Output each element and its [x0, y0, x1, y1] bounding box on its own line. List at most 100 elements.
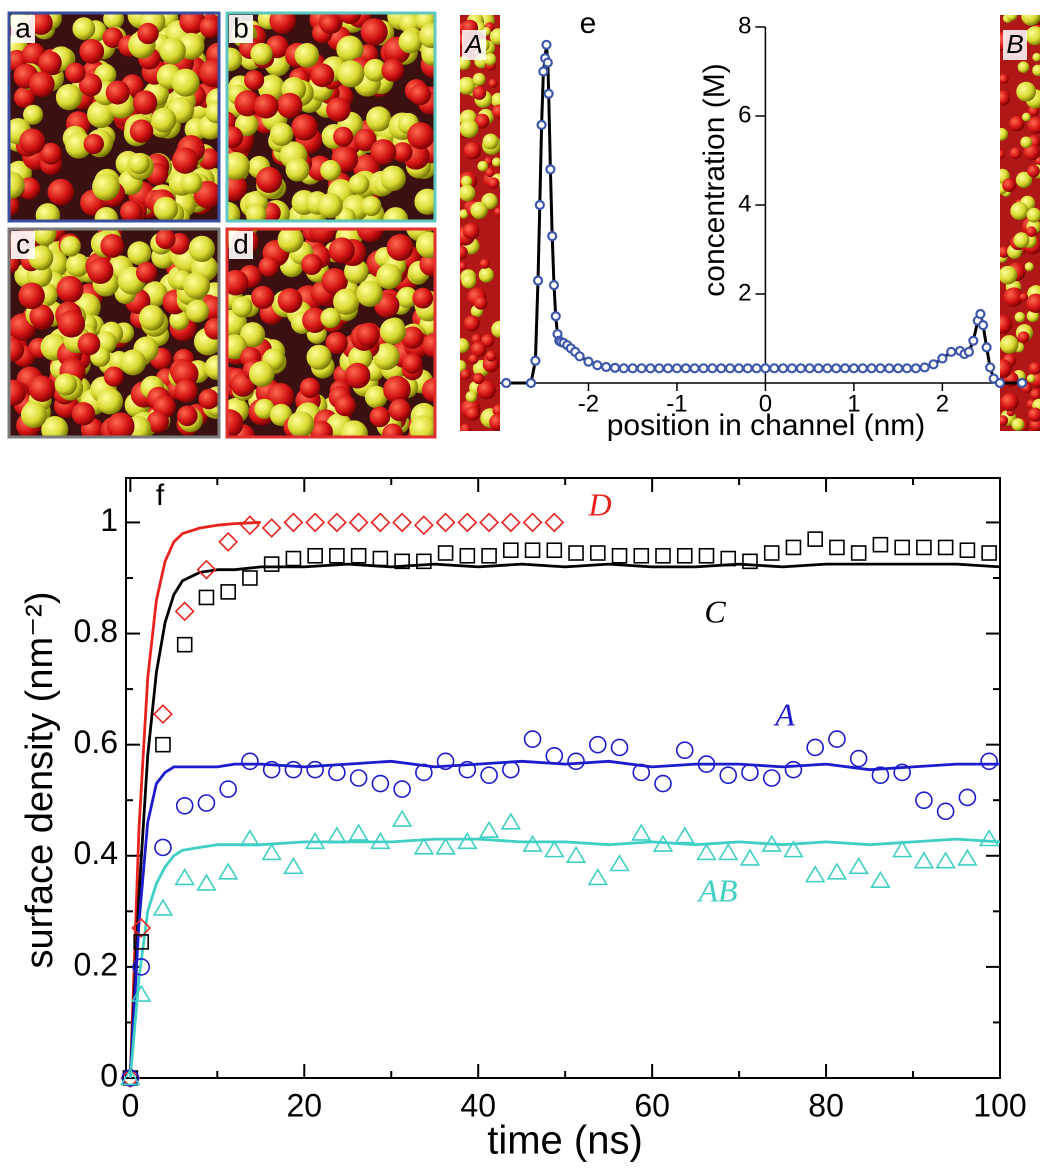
marker	[957, 848, 978, 866]
marker	[601, 361, 612, 373]
marker	[741, 763, 759, 782]
molecule	[369, 406, 391, 428]
molecule	[465, 390, 478, 403]
molecule	[388, 398, 411, 422]
molecule	[485, 350, 497, 362]
marker	[242, 570, 258, 586]
molecule	[320, 307, 341, 329]
marker	[392, 512, 413, 533]
molecule	[491, 92, 500, 108]
molecule	[228, 173, 248, 201]
molecule	[491, 157, 500, 167]
marker	[959, 542, 976, 559]
marker	[326, 826, 348, 844]
x-tick-label: 2	[936, 390, 949, 417]
marker	[937, 353, 948, 364]
molecule	[39, 142, 62, 165]
x-tick-label: 80	[808, 1087, 844, 1123]
molecule	[409, 83, 432, 106]
molecule	[153, 196, 179, 220]
molecule	[460, 119, 479, 138]
marker	[532, 275, 544, 286]
marker	[413, 515, 434, 536]
molecule	[1013, 232, 1030, 249]
molecule	[361, 195, 382, 217]
molecule	[96, 388, 124, 415]
molecule	[120, 349, 146, 376]
molecule	[199, 16, 218, 38]
marker	[698, 547, 715, 564]
molecule	[171, 147, 199, 174]
molecule	[470, 201, 488, 220]
molecule	[460, 338, 470, 354]
molecule	[348, 173, 370, 195]
molecule	[460, 175, 473, 188]
molecule	[476, 380, 496, 400]
marker	[239, 515, 260, 536]
marker	[671, 363, 683, 374]
molecule	[47, 178, 75, 206]
marker	[457, 512, 478, 533]
molecule	[340, 420, 368, 436]
marker	[739, 848, 761, 866]
y-tick-label: 0.2	[74, 946, 118, 982]
molecule	[364, 385, 388, 409]
marker	[784, 760, 803, 779]
molecule	[1017, 61, 1030, 73]
molecule	[183, 271, 211, 300]
marker	[131, 984, 152, 1002]
marker	[263, 556, 280, 572]
molecule	[57, 310, 86, 338]
molecule	[100, 234, 125, 258]
molecule	[234, 113, 259, 137]
molecule	[419, 252, 434, 277]
molecule	[1006, 15, 1018, 21]
marker	[654, 774, 672, 793]
molecule	[472, 72, 486, 86]
marker	[946, 346, 957, 357]
marker	[283, 856, 304, 875]
molecule	[174, 379, 198, 403]
marker	[977, 320, 989, 331]
y-tick-label: 2	[738, 279, 751, 306]
channel-wall	[1000, 15, 1040, 431]
marker	[545, 164, 556, 175]
molecule	[492, 404, 500, 417]
marker	[550, 311, 561, 322]
molecule	[256, 166, 283, 193]
molecule	[234, 90, 261, 117]
molecule	[473, 296, 488, 310]
molecule	[1023, 143, 1040, 161]
marker	[541, 39, 552, 50]
channel-wall	[460, 15, 500, 431]
marker	[589, 545, 606, 561]
marker	[968, 335, 979, 346]
marker	[806, 738, 824, 757]
marker	[500, 812, 522, 830]
marker	[393, 780, 411, 798]
molecule	[1003, 287, 1023, 307]
marker	[501, 377, 512, 389]
molecule	[319, 14, 341, 34]
marker	[872, 536, 889, 553]
molecule	[333, 288, 360, 315]
data-line	[128, 562, 1001, 1079]
molecule	[1017, 331, 1030, 343]
marker	[763, 545, 780, 561]
panel-label: c	[16, 228, 30, 259]
molecule	[77, 332, 101, 356]
marker	[866, 363, 877, 374]
molecule	[258, 256, 279, 277]
y-axis-label: surface density (nm⁻²)	[19, 592, 61, 969]
marker	[848, 363, 859, 374]
molecule	[474, 113, 490, 129]
molecule	[381, 58, 405, 82]
molecule	[321, 268, 348, 295]
marker	[935, 851, 956, 869]
marker	[329, 547, 345, 564]
molecule	[10, 194, 20, 217]
marker	[652, 834, 674, 852]
marker	[478, 820, 500, 838]
molecule	[299, 377, 321, 398]
molecule	[472, 372, 485, 385]
